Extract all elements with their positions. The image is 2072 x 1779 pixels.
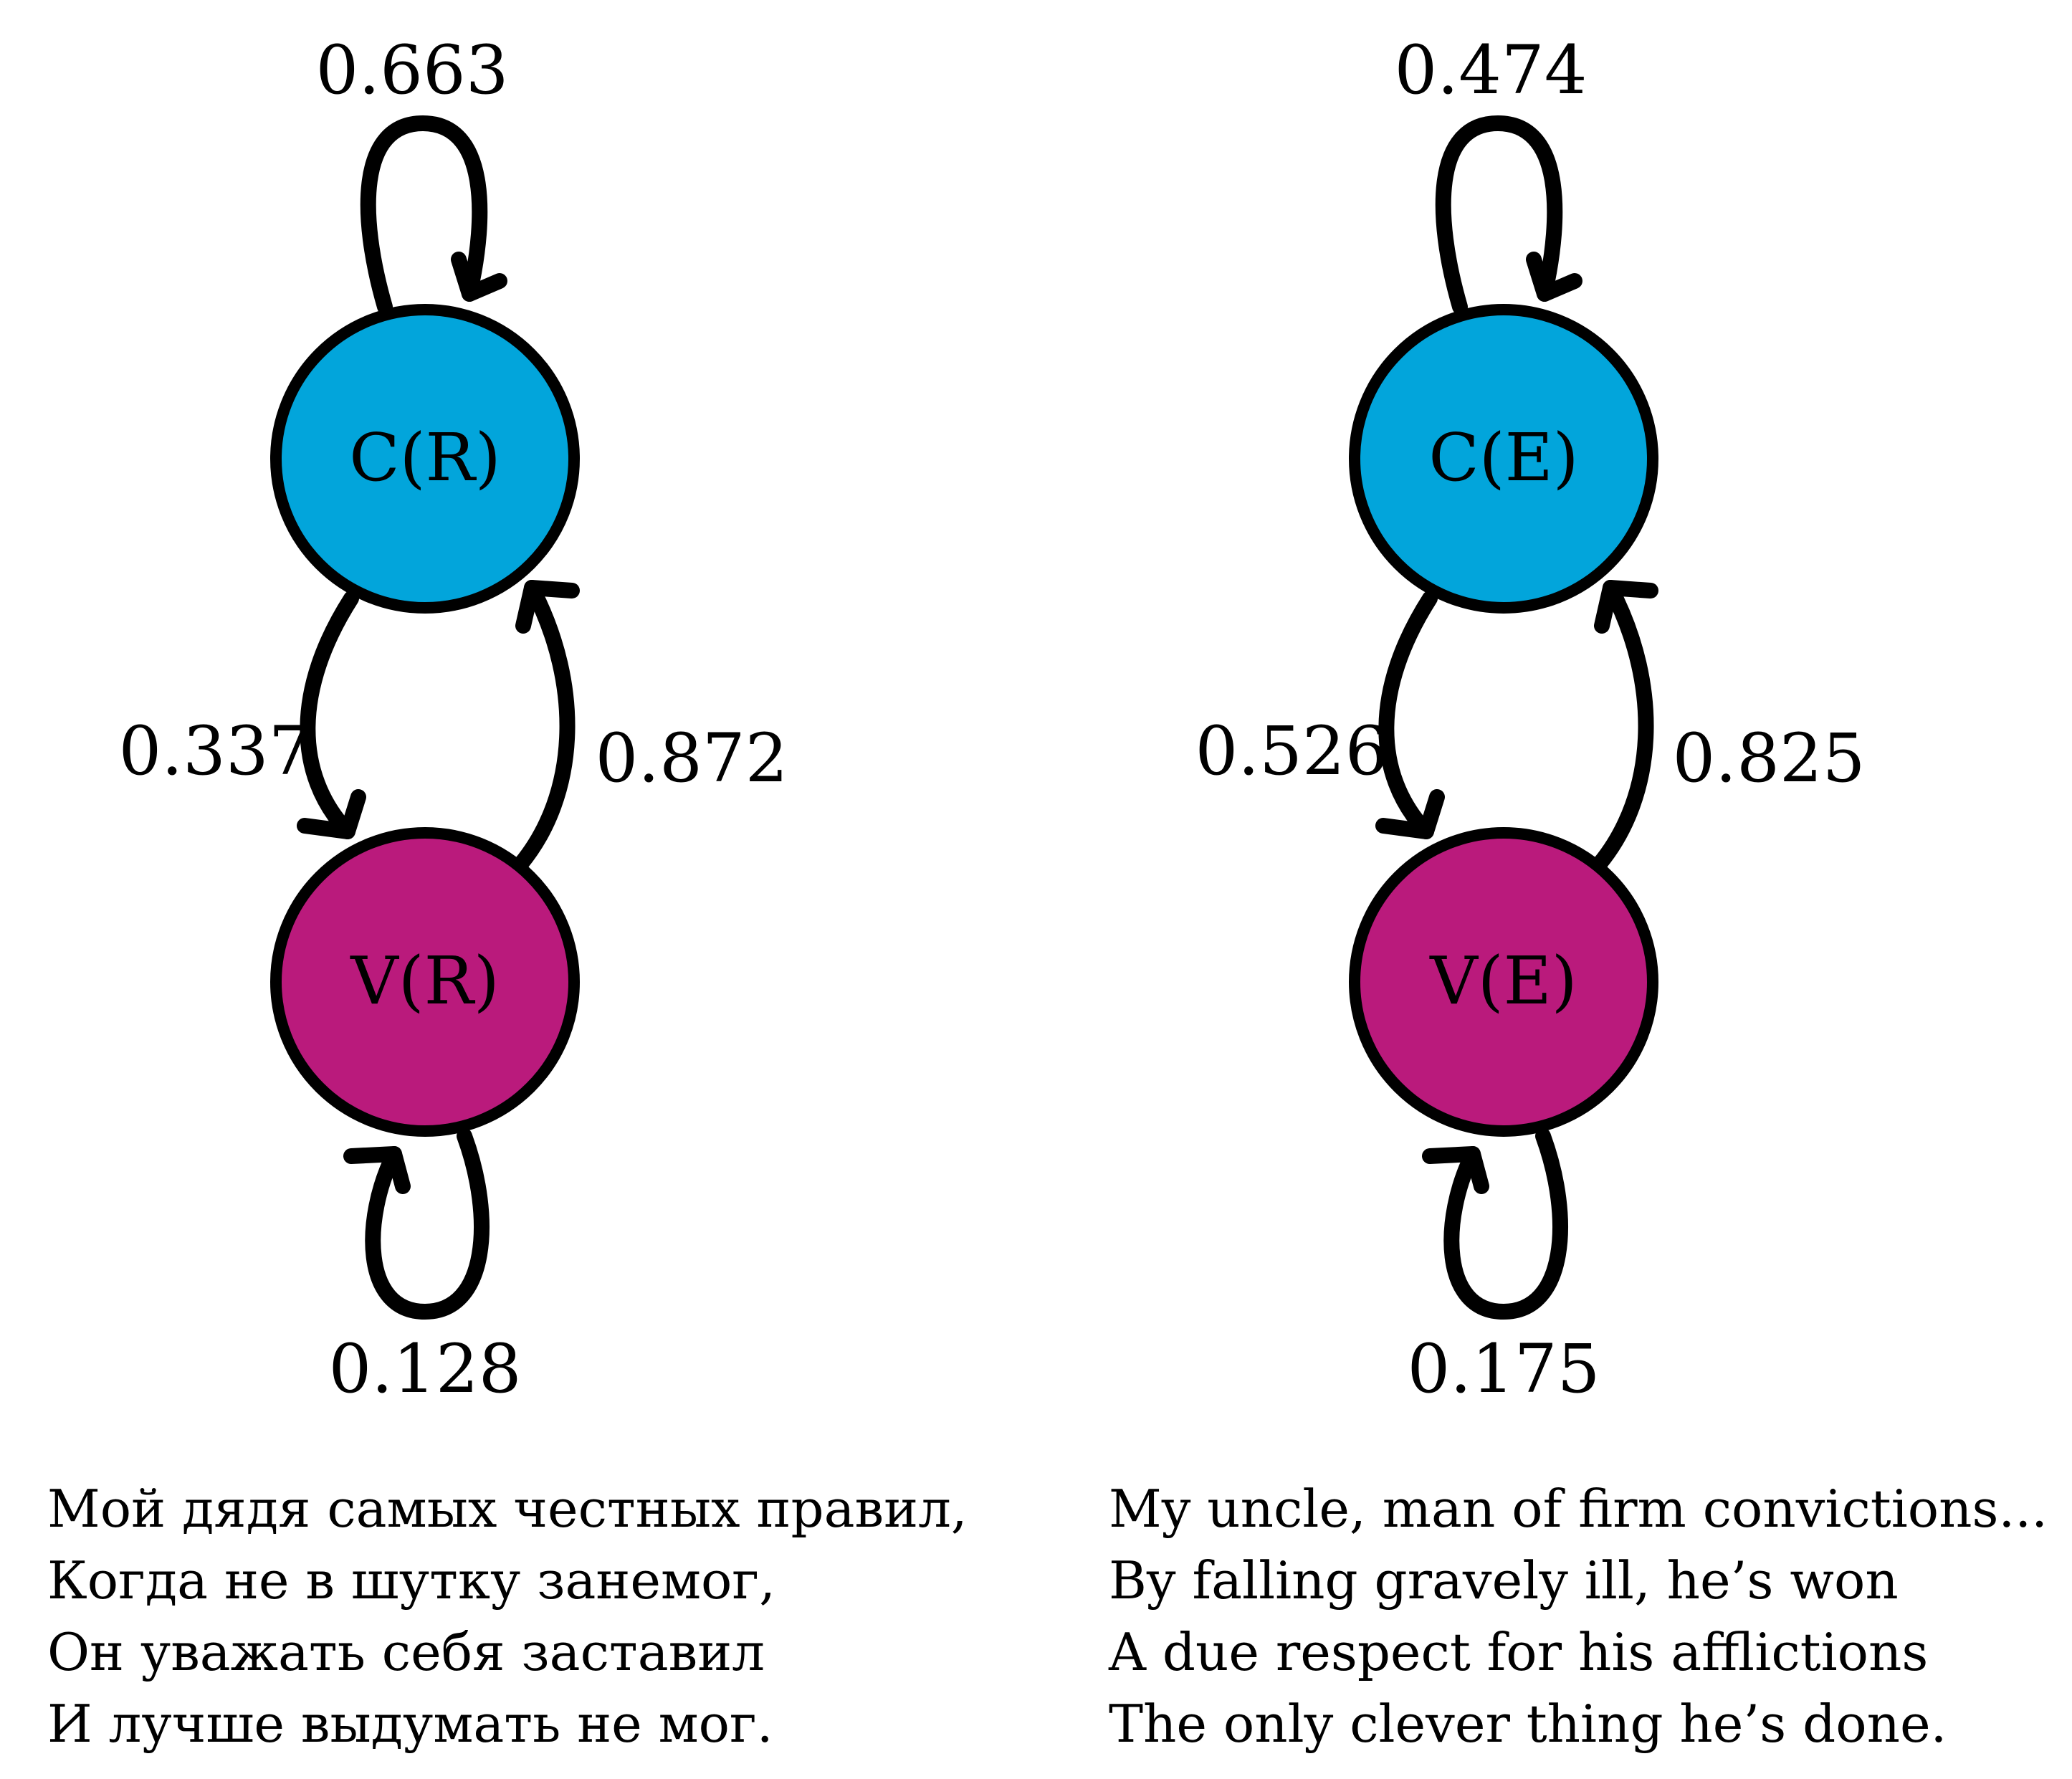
node-label-consonant-russian: C(R) bbox=[349, 419, 500, 496]
verse-line: A due respect for his afflictions bbox=[1109, 1622, 1929, 1682]
node-label-consonant-english: C(E) bbox=[1428, 419, 1578, 496]
node-consonant-russian bbox=[270, 304, 580, 614]
edge-label-self-loop-c-e: 0.474 bbox=[1394, 32, 1587, 110]
self-loop-edge-c-e bbox=[1435, 115, 1563, 315]
arrowhead-c-r-to-v-r bbox=[297, 789, 366, 839]
edge-label-self-loop-v-e: 0.175 bbox=[1407, 1330, 1600, 1408]
node-consonant-english bbox=[1349, 304, 1658, 614]
verse-line: Он уважать себя заставил bbox=[47, 1622, 765, 1682]
verse-line: My uncle, man of firm convictions... bbox=[1109, 1479, 2048, 1539]
node-vowel-english bbox=[1349, 827, 1658, 1137]
arrowhead-self-loop-c-e bbox=[1526, 252, 1582, 302]
edge-label-v-r-to-c-r: 0.872 bbox=[595, 720, 788, 798]
edge-label-c-r-to-v-r: 0.337 bbox=[118, 712, 311, 791]
arrowhead-v-r-to-c-r bbox=[515, 580, 580, 634]
edge-c-r-to-v-r bbox=[300, 591, 359, 839]
markov-chain-russian: C(R) V(R) 0.663 0.337 0.872 0.128 bbox=[118, 32, 788, 1408]
edge-v-e-to-c-e bbox=[1592, 580, 1654, 872]
edge-label-v-e-to-c-e: 0.825 bbox=[1672, 720, 1865, 798]
verse-line: Мой дядя самых честных правил, bbox=[47, 1479, 968, 1539]
arrowhead-self-loop-v-e bbox=[1422, 1146, 1489, 1194]
arrowhead-self-loop-v-r bbox=[343, 1146, 411, 1194]
edge-c-e-to-v-e bbox=[1378, 591, 1438, 839]
markov-chain-english: C(E) V(E) 0.474 0.526 0.825 0.175 bbox=[1195, 32, 1865, 1408]
verse-line: The only clever thing he’s done. bbox=[1109, 1694, 1947, 1754]
verse-english: My uncle, man of firm convictions... By … bbox=[1109, 1473, 2048, 1760]
node-label-vowel-russian: V(R) bbox=[350, 943, 500, 1019]
edge-label-c-e-to-v-e: 0.526 bbox=[1195, 712, 1388, 791]
verse-russian: Мой дядя самых честных правил, Когда не … bbox=[47, 1473, 968, 1760]
verse-line: Когда не в шутку занемог, bbox=[47, 1550, 775, 1611]
self-loop-edge-v-r bbox=[365, 1128, 490, 1320]
verse-line: И лучше выдумать не мог. bbox=[47, 1694, 773, 1754]
verse-line: By falling gravely ill, he’s won bbox=[1109, 1550, 1899, 1611]
self-loop-edge-c-r bbox=[360, 115, 488, 315]
self-loop-edge-v-e bbox=[1443, 1128, 1568, 1320]
node-vowel-russian bbox=[270, 827, 580, 1137]
edge-v-r-to-c-r bbox=[513, 580, 576, 872]
node-label-vowel-english: V(E) bbox=[1429, 943, 1577, 1019]
arrowhead-v-e-to-c-e bbox=[1594, 580, 1658, 634]
arrowhead-c-e-to-v-e bbox=[1375, 789, 1445, 839]
edge-label-self-loop-v-r: 0.128 bbox=[328, 1330, 521, 1408]
arrowhead-self-loop-c-r bbox=[451, 252, 507, 302]
edge-label-self-loop-c-r: 0.663 bbox=[315, 32, 508, 110]
